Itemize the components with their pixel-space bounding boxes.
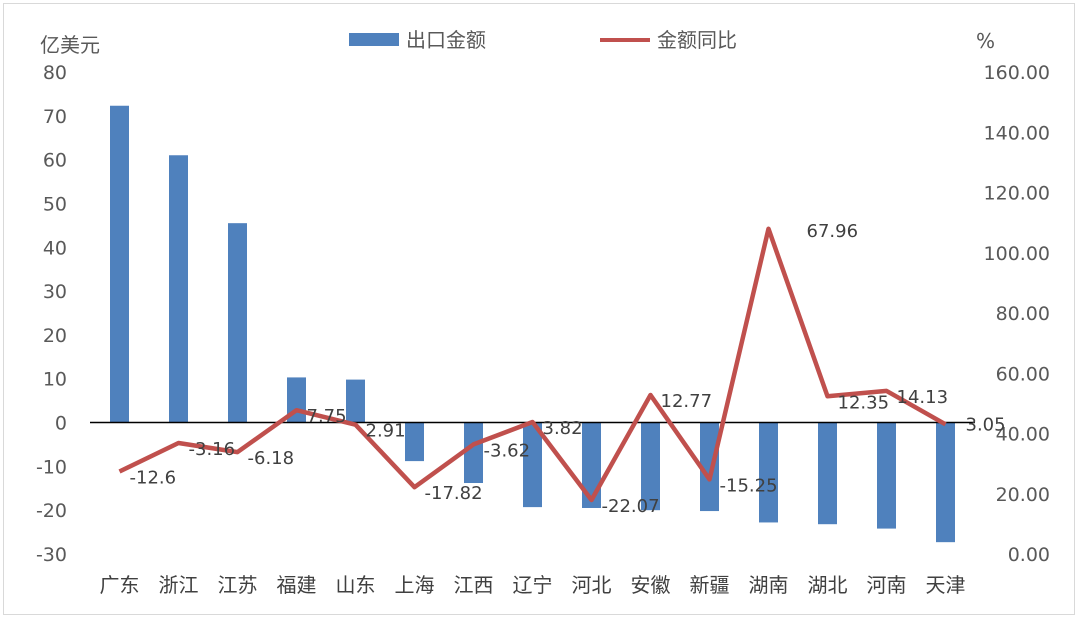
- left-tick-label: 60: [43, 150, 67, 172]
- bar: [110, 105, 129, 423]
- left-tick-label: 0: [55, 413, 67, 435]
- category-label: 广东: [100, 573, 140, 597]
- bar: [523, 422, 542, 508]
- line-data-label: -12.6: [130, 467, 177, 488]
- right-axis-unit: %: [976, 29, 995, 53]
- category-label: 江苏: [218, 573, 258, 597]
- right-tick-label: 160.00: [984, 62, 1050, 84]
- right-tick-label: 60.00: [996, 363, 1050, 385]
- left-tick-label: 70: [43, 106, 67, 128]
- bar-series: [110, 105, 955, 543]
- legend-bar-swatch: [349, 33, 399, 46]
- bar: [346, 379, 365, 423]
- left-tick-label: 20: [43, 325, 67, 347]
- line-series: [118, 226, 947, 503]
- left-tick-label: 30: [43, 281, 67, 303]
- line-data-label: 14.13: [897, 387, 949, 408]
- category-label: 湖南: [749, 573, 789, 597]
- bar: [936, 422, 955, 543]
- category-label: 江西: [454, 573, 494, 597]
- right-tick-label: 100.00: [984, 243, 1050, 265]
- category-label: 河北: [572, 573, 612, 597]
- yoy-line: [118, 226, 947, 503]
- line-data-label: -15.25: [720, 475, 778, 496]
- category-label: 湖北: [808, 573, 848, 597]
- left-axis-unit: 亿美元: [40, 33, 100, 57]
- line-data-label: 12.35: [838, 392, 890, 413]
- right-axis-ticks: 160.00 140.00 120.00 100.00 80.00 60.00 40.00 2…: [984, 62, 1050, 566]
- line-data-label: 3.05: [966, 414, 1006, 435]
- bar: [700, 422, 719, 512]
- category-label: 新疆: [690, 573, 730, 597]
- bar: [877, 422, 896, 529]
- category-label: 山东: [336, 573, 376, 597]
- category-label: 辽宁: [513, 573, 553, 597]
- category-label: 河南: [867, 573, 907, 597]
- left-tick-label: 50: [43, 193, 67, 215]
- line-data-label: -22.07: [602, 496, 660, 517]
- line-data-label: 67.96: [807, 221, 859, 242]
- line-data-label: -3.62: [484, 440, 531, 461]
- left-tick-label: -30: [36, 544, 67, 566]
- category-label: 安徽: [631, 573, 671, 597]
- legend-line-label: 金额同比: [657, 28, 737, 52]
- category-axis-labels: 广东 浙江 江苏 福建 山东 上海 江西 辽宁 河北 安徽 新疆 湖南 湖北 河南 天津: [100, 573, 966, 597]
- bar: [818, 422, 837, 525]
- bar: [641, 422, 660, 511]
- category-label: 浙江: [159, 573, 199, 597]
- right-tick-label: 140.00: [984, 122, 1050, 144]
- left-tick-label: -10: [36, 456, 67, 478]
- right-tick-label: 0.00: [1008, 544, 1050, 566]
- legend: 出口金额 金额同比: [349, 28, 737, 52]
- bar: [405, 422, 424, 462]
- left-tick-label: 10: [43, 369, 67, 391]
- category-label: 上海: [395, 573, 435, 597]
- legend-bar-label: 出口金额: [406, 28, 486, 52]
- right-tick-label: 20.00: [996, 484, 1050, 506]
- line-data-labels: -12.6 -3.16 -6.18 7.75 2.91 -17.82 -3.62 3.82 -2…: [130, 221, 1006, 517]
- left-tick-label: 40: [43, 237, 67, 259]
- category-label: 天津: [926, 573, 966, 597]
- category-label: 福建: [277, 573, 317, 597]
- bar: [582, 422, 601, 508]
- bar: [759, 422, 778, 523]
- line-data-label: 3.82: [543, 418, 583, 439]
- line-data-label: 12.77: [661, 391, 713, 412]
- line-data-label: 7.75: [307, 406, 347, 427]
- line-data-label: -17.82: [425, 483, 483, 504]
- left-axis-ticks: 80 70 60 50 40 30 20 10 0 -10 -20 -30: [36, 62, 67, 566]
- left-tick-label: 80: [43, 62, 67, 84]
- bar: [228, 223, 247, 423]
- left-tick-label: -20: [36, 500, 67, 522]
- right-tick-label: 120.00: [984, 183, 1050, 205]
- right-tick-label: 40.00: [996, 424, 1050, 446]
- line-data-label: -6.18: [248, 448, 295, 469]
- bar: [169, 155, 188, 423]
- right-tick-label: 80.00: [996, 303, 1050, 325]
- line-data-label: -3.16: [189, 439, 236, 460]
- bar: [464, 422, 483, 484]
- line-data-label: 2.91: [366, 421, 406, 442]
